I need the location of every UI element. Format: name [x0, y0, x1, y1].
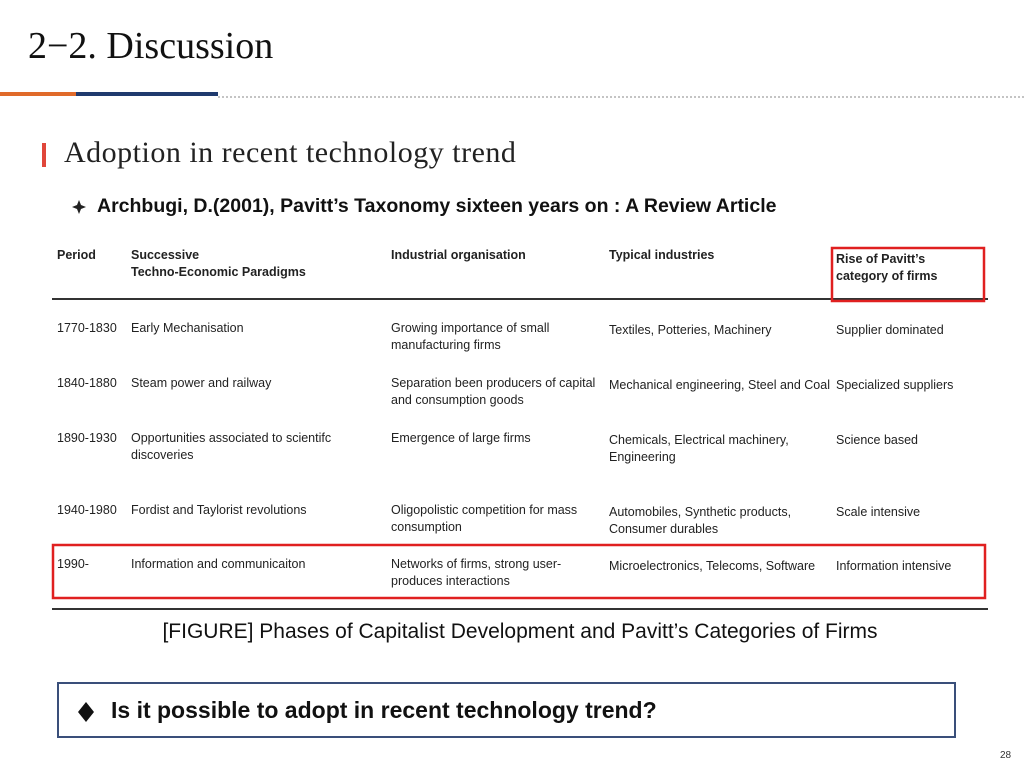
- column-header: Period: [57, 248, 96, 262]
- column-header: Industrial organisation: [391, 248, 526, 262]
- table-cell: Supplier dominated: [836, 323, 944, 337]
- table-cell: Automobiles, Synthetic products, Consume…: [609, 505, 792, 536]
- table-cell: Opportunities associated to scientifc di…: [131, 431, 332, 462]
- table-cell: Separation been producers of capital and…: [391, 376, 596, 407]
- table-cell: Science based: [836, 433, 919, 447]
- table-cell: 1940-1980: [57, 503, 117, 517]
- table-cell: Growing importance of small manufacturin…: [391, 321, 550, 352]
- table-cell: 1840-1880: [57, 376, 117, 390]
- caption: [FIGURE] Phases of Capitalist Developmen…: [162, 620, 878, 643]
- table-cell: Mechanical engineering, Steel and Coal: [609, 378, 830, 392]
- table-cell: Chemicals, Electrical machinery, Enginee…: [609, 433, 789, 464]
- table-cell: 1890-1930: [57, 431, 117, 445]
- reference-bullet: [72, 200, 86, 214]
- table-cell: Fordist and Taylorist revolutions: [131, 503, 307, 517]
- highlight-box: [830, 246, 986, 303]
- table-cell: Information intensive: [836, 559, 952, 573]
- table-cell: Microelectronics, Telecoms, Software: [609, 559, 816, 573]
- table-cell: Textiles, Potteries, Machinery: [609, 323, 772, 337]
- page-number: 28: [1000, 750, 1012, 761]
- table-cell: Specialized suppliers: [836, 378, 954, 392]
- section-marker: [42, 143, 46, 167]
- highlight-box: [51, 543, 987, 600]
- navy-rule: [76, 92, 218, 96]
- table-cell: Emergence of large firms: [391, 431, 531, 445]
- table-cell: 1770-1830: [57, 321, 117, 335]
- question-bullet: [78, 702, 94, 722]
- column-header: Successive Techno-Economic Paradigms: [131, 248, 306, 279]
- table-cell: Networks of firms, strong user-produces …: [391, 557, 562, 588]
- section-title: Adoption in recent technology trend: [64, 136, 517, 169]
- reference: Archbugi, D.(2001), Pavitt’s Taxonomy si…: [97, 195, 777, 217]
- table-cell: Information and communicaiton: [131, 557, 306, 571]
- column-header: Rise of Pavitt’s category of firms: [836, 252, 938, 283]
- column-header: Typical industries: [609, 248, 715, 262]
- table-cell: Steam power and railway: [131, 376, 272, 390]
- orange-rule: [0, 92, 76, 96]
- table-cell: Early Mechanisation: [131, 321, 244, 335]
- question: Is it possible to adopt in recent techno…: [111, 697, 657, 723]
- question-box: [57, 682, 956, 738]
- table-cell: 1990-: [57, 557, 89, 571]
- slide-title: 2−2. Discussion: [28, 25, 274, 67]
- table-cell: Scale intensive: [836, 505, 921, 519]
- table-cell: Oligopolistic competition for mass consu…: [391, 503, 578, 534]
